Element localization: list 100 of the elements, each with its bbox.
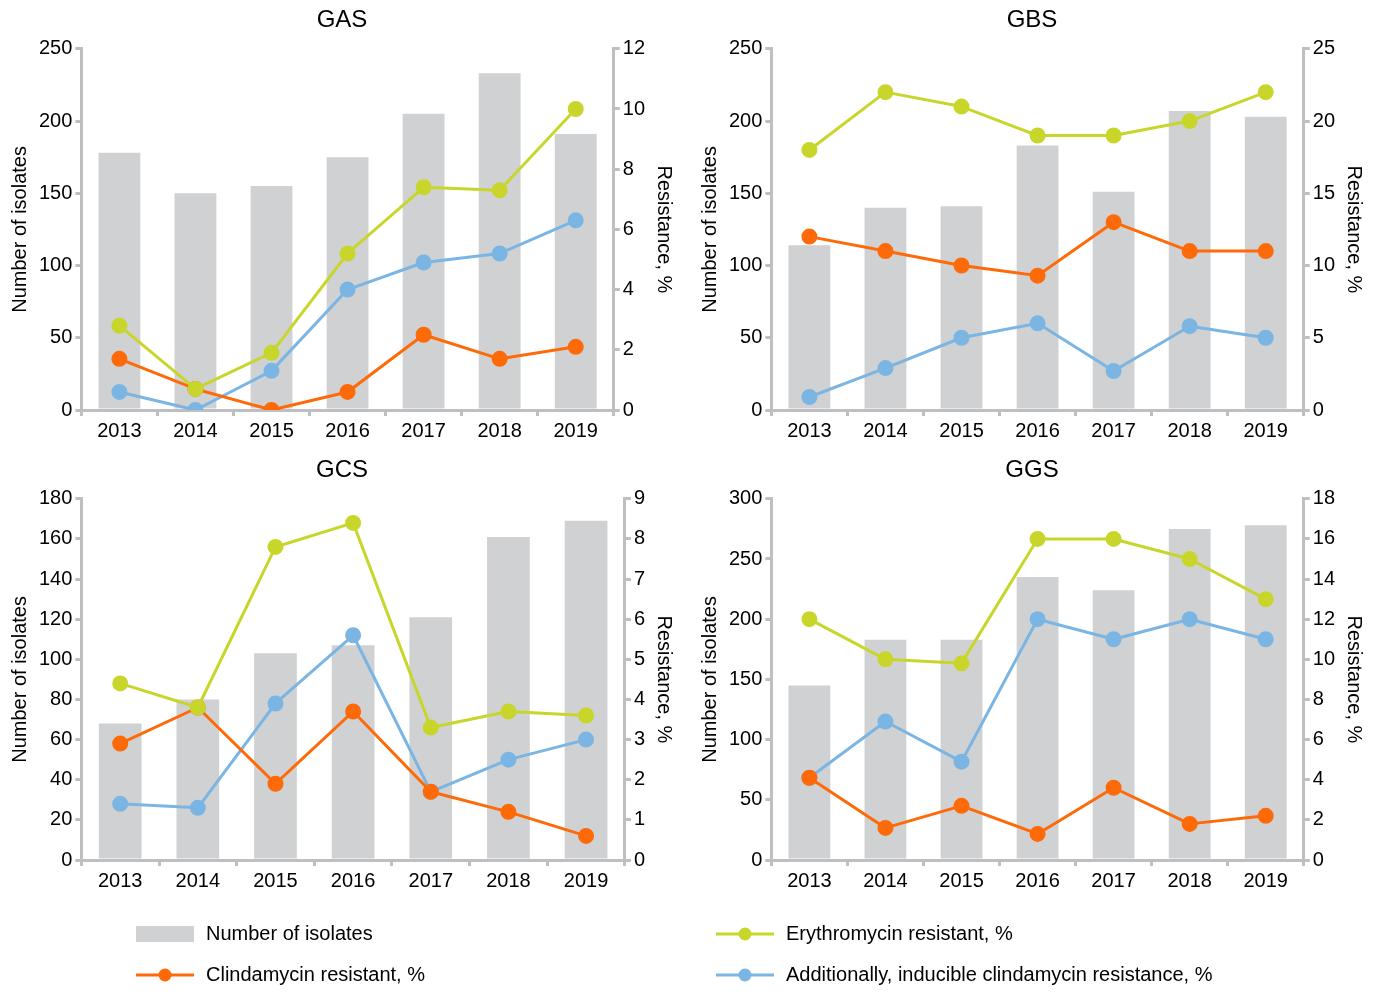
- y-tick-label: 20: [50, 807, 73, 830]
- x-tick-label: 2019: [563, 868, 609, 891]
- y-tick-label: 0: [751, 847, 763, 870]
- y2-tick-label: 8: [622, 156, 634, 179]
- y2-tick-label: 8: [1312, 686, 1324, 709]
- y-axis-title: Number of isolates: [7, 596, 30, 763]
- y2-tick-label: 10: [622, 96, 645, 119]
- x-tick-label: 2013: [787, 868, 832, 891]
- chart-title: GAS: [316, 5, 368, 33]
- y-tick-label: 250: [728, 546, 763, 569]
- chart-title: GBS: [1006, 5, 1058, 33]
- y-tick-label: 150: [728, 666, 763, 689]
- y-tick-label: 100: [728, 727, 763, 750]
- chart-title: GCS: [315, 455, 369, 483]
- x-tick-label: 2017: [1091, 418, 1136, 441]
- y2-tick-label: 14: [1312, 566, 1335, 589]
- x-tick-label: 2016: [1015, 868, 1060, 891]
- y2-tick-label: 6: [1312, 727, 1324, 750]
- y-tick-label: 100: [38, 253, 73, 276]
- x-tick-label: 2017: [408, 868, 454, 891]
- y-tick-label: 0: [61, 847, 73, 870]
- x-tick-label: 2018: [1167, 868, 1212, 891]
- y2-tick-label: 0: [1312, 847, 1324, 870]
- x-tick-label: 2013: [787, 418, 832, 441]
- y-tick-label: 160: [38, 526, 73, 549]
- x-tick-label: 2018: [1167, 418, 1212, 441]
- y-tick-label: 250: [38, 36, 73, 59]
- y-tick-label: 100: [728, 253, 763, 276]
- y2-tick-label: 6: [622, 216, 634, 239]
- y2-tick-label: 5: [633, 646, 645, 669]
- y2-axis-title: Resistance, %: [1344, 615, 1367, 744]
- y2-axis-title: Resistance, %: [1344, 165, 1367, 294]
- y2-axis-title: Resistance, %: [654, 165, 677, 294]
- x-tick-label: 2017: [401, 418, 446, 441]
- y2-tick-label: 4: [622, 277, 634, 300]
- y-tick-label: 60: [50, 727, 73, 750]
- x-tick-label: 2014: [173, 418, 218, 441]
- y2-tick-label: 2: [633, 767, 645, 790]
- y2-tick-label: 15: [1312, 180, 1335, 203]
- y2-tick-label: 10: [1312, 253, 1335, 276]
- y-tick-label: 40: [50, 767, 73, 790]
- y2-tick-label: 4: [1312, 767, 1324, 790]
- y-tick-label: 300: [728, 486, 763, 509]
- x-tick-label: 2019: [1243, 418, 1288, 441]
- y-tick-label: 150: [728, 180, 763, 203]
- legend-label: Additionally, inducible clindamycin resistance, %: [786, 963, 1213, 986]
- x-tick-label: 2015: [253, 868, 298, 891]
- y-tick-label: 180: [38, 486, 73, 509]
- y-tick-label: 200: [728, 108, 763, 131]
- y2-tick-label: 12: [622, 36, 645, 59]
- y2-axis-title: Resistance, %: [654, 615, 677, 744]
- x-tick-label: 2014: [175, 868, 221, 891]
- x-tick-label: 2014: [863, 418, 908, 441]
- y-tick-label: 250: [728, 36, 763, 59]
- y-tick-label: 50: [50, 325, 73, 348]
- y2-tick-label: 4: [633, 686, 645, 709]
- y2-tick-label: 3: [633, 727, 645, 750]
- y2-tick-label: 6: [633, 606, 645, 629]
- y2-tick-label: 25: [1312, 36, 1335, 59]
- y-tick-label: 150: [38, 180, 73, 203]
- y2-tick-label: 8: [633, 526, 645, 549]
- y-tick-label: 0: [61, 397, 73, 420]
- legend-label: Clindamycin resistant, %: [206, 963, 425, 986]
- x-tick-label: 2014: [863, 868, 908, 891]
- y2-tick-label: 1: [633, 807, 645, 830]
- chart-title: GGS: [1005, 455, 1059, 483]
- y2-tick-label: 10: [1312, 646, 1335, 669]
- y-tick-label: 140: [38, 566, 73, 589]
- legend-label: Number of isolates: [206, 922, 373, 945]
- x-tick-label: 2015: [249, 418, 294, 441]
- x-tick-label: 2013: [97, 868, 143, 891]
- y2-tick-label: 0: [1312, 397, 1324, 420]
- x-tick-label: 2018: [477, 418, 522, 441]
- x-tick-label: 2019: [553, 418, 598, 441]
- y2-tick-label: 2: [622, 337, 634, 360]
- y2-tick-label: 20: [1312, 108, 1335, 131]
- y-tick-label: 50: [740, 325, 763, 348]
- y2-tick-label: 2: [1312, 807, 1324, 830]
- x-tick-label: 2017: [1091, 868, 1136, 891]
- y2-tick-label: 0: [633, 847, 645, 870]
- y-axis-title: Number of isolates: [697, 146, 720, 313]
- y-axis-title: Number of isolates: [7, 146, 30, 313]
- y-tick-label: 200: [38, 108, 73, 131]
- y-tick-label: 80: [50, 686, 73, 709]
- y-tick-label: 0: [751, 397, 763, 420]
- y-tick-label: 50: [740, 787, 763, 810]
- x-tick-label: 2016: [325, 418, 370, 441]
- y2-tick-label: 5: [1312, 325, 1324, 348]
- x-tick-label: 2018: [486, 868, 531, 891]
- x-tick-label: 2016: [1015, 418, 1060, 441]
- x-tick-label: 2015: [939, 868, 984, 891]
- x-tick-label: 2015: [939, 418, 984, 441]
- x-tick-label: 2016: [330, 868, 376, 891]
- x-tick-label: 2019: [1243, 868, 1288, 891]
- x-tick-label: 2013: [97, 418, 142, 441]
- y2-tick-label: 16: [1312, 526, 1335, 549]
- y2-tick-label: 18: [1312, 486, 1335, 509]
- y-tick-label: 100: [38, 646, 73, 669]
- y2-tick-label: 9: [633, 486, 645, 509]
- y2-tick-label: 0: [622, 397, 634, 420]
